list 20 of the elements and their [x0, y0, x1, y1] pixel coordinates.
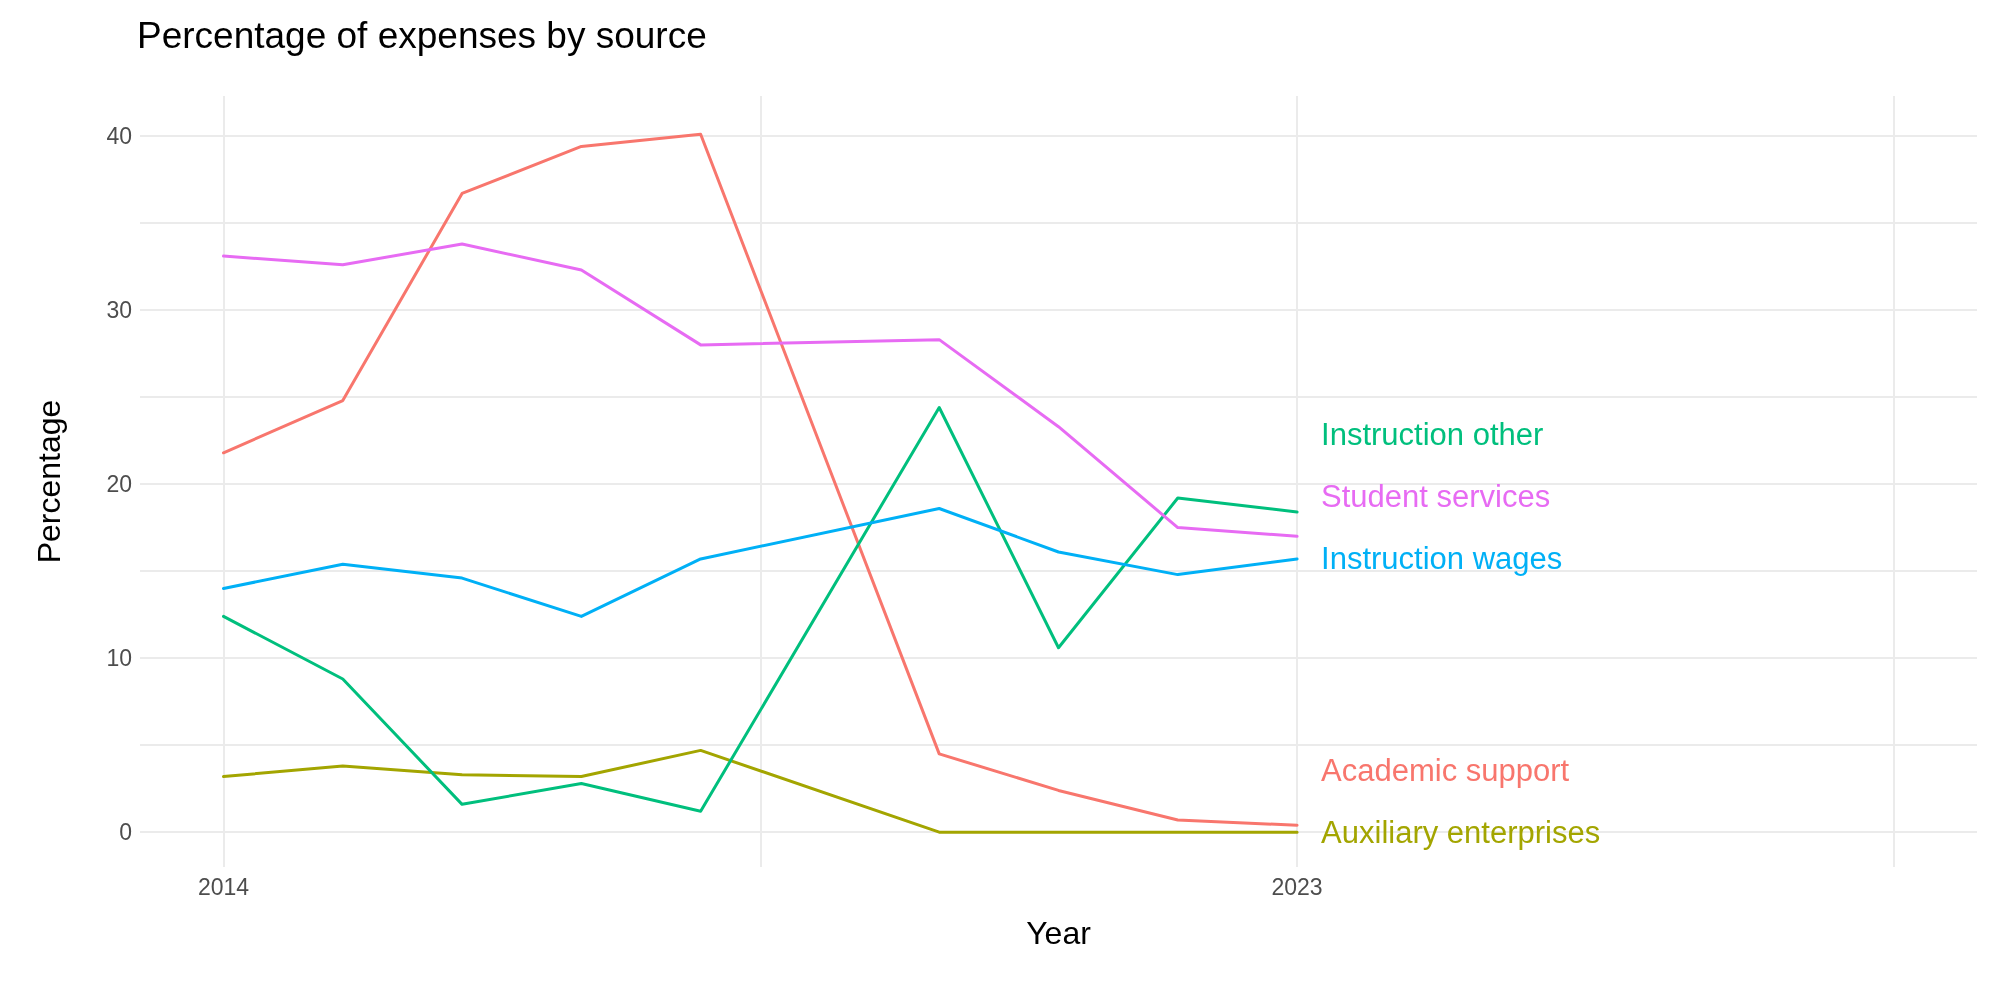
x-tick-label: 2014	[197, 873, 250, 900]
line-series	[222, 506, 1299, 618]
x-tick-label: 2023	[1271, 873, 1323, 900]
y-tick-label: 40	[106, 123, 132, 150]
y-tick-label: 0	[119, 819, 132, 846]
y-tick-label: 30	[106, 297, 132, 324]
x-axis-title: Year	[1026, 915, 1092, 951]
y-axis-title: Percentage	[31, 399, 67, 564]
line-series	[222, 406, 1299, 813]
text: Instruction other	[1321, 417, 1544, 453]
line-series	[222, 748, 1299, 834]
y-tick-label: 10	[106, 645, 132, 672]
line-series	[222, 132, 1299, 827]
chart-title: Percentage of expenses by source	[137, 15, 707, 56]
series-label: Academic support	[1321, 752, 1570, 788]
line-series	[222, 242, 1299, 538]
series-label: Auxiliary enterprises	[1321, 814, 1601, 850]
y-tick-label: 20	[106, 471, 132, 498]
series-label: Student services	[1321, 479, 1551, 515]
series-label: Instruction wages	[1321, 541, 1563, 577]
